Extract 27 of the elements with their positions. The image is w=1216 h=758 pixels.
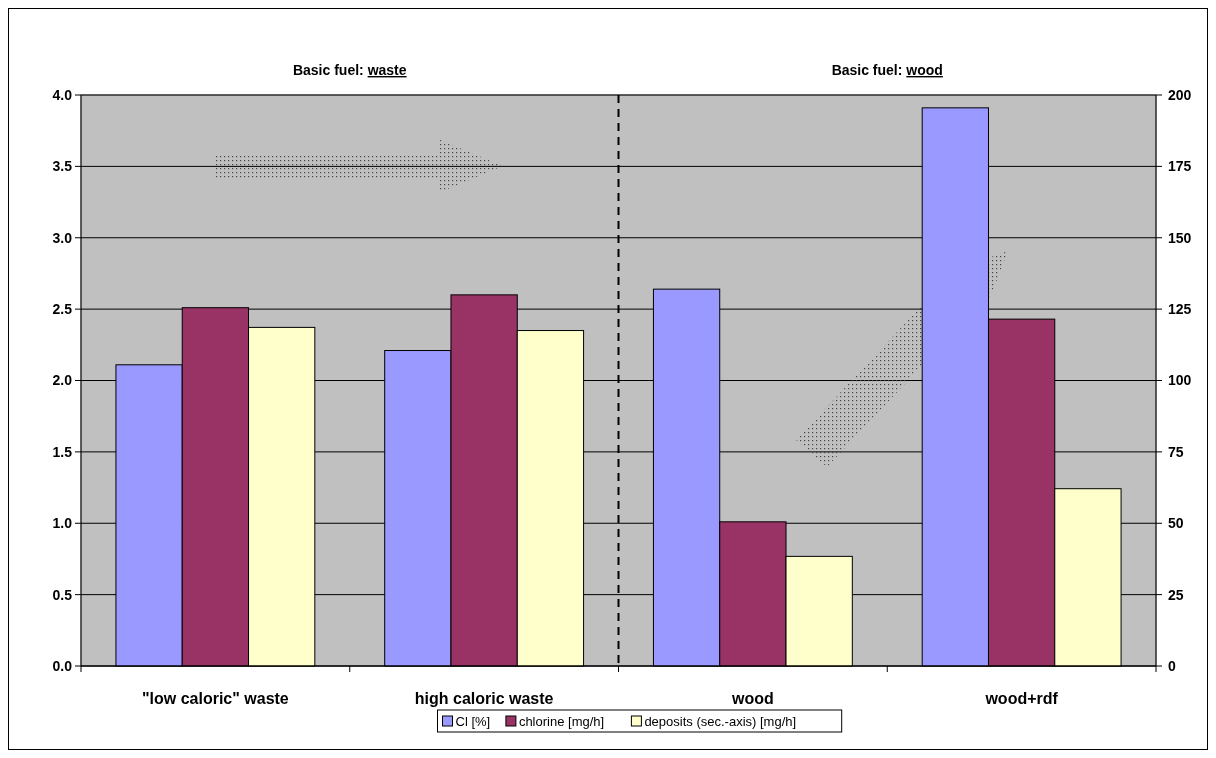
y-tick-label: 1.5 bbox=[52, 443, 73, 460]
y2-tick-label: 0 bbox=[1168, 657, 1176, 674]
y2-tick-label: 200 bbox=[1168, 86, 1192, 103]
text: Basic fuel: wood bbox=[831, 62, 943, 78]
y2-tick-label: 25 bbox=[1168, 586, 1184, 603]
y-tick-label: 1.0 bbox=[52, 515, 73, 532]
y-tick-label: 3.0 bbox=[52, 229, 73, 246]
y2-tick-label: 100 bbox=[1168, 372, 1192, 389]
x-tick-label: "low caloric" waste bbox=[141, 690, 289, 707]
y2-tick-label: 50 bbox=[1168, 515, 1184, 532]
y2-tick-label: 125 bbox=[1168, 301, 1192, 318]
y2-tick-label: 175 bbox=[1168, 158, 1192, 175]
y2-tick-label: 150 bbox=[1168, 229, 1192, 246]
x-tick-label: wood+rdf bbox=[984, 690, 1059, 707]
text: Basic fuel: waste bbox=[292, 62, 407, 78]
y-tick-label: 0.5 bbox=[52, 586, 73, 603]
legend-label: Cl [%] bbox=[455, 714, 491, 729]
y-tick-label: 3.5 bbox=[52, 158, 73, 175]
legend-label: deposits (sec.-axis) [mg/h] bbox=[644, 714, 797, 729]
y-tick-label: 2.5 bbox=[52, 301, 73, 318]
y-tick-label: 0.0 bbox=[52, 657, 73, 674]
x-tick-label: wood bbox=[730, 690, 774, 707]
y2-tick-label: 75 bbox=[1168, 443, 1184, 460]
y-tick-label: 4.0 bbox=[52, 86, 73, 103]
y-tick-label: 2.0 bbox=[52, 372, 73, 389]
x-tick-label: high caloric waste bbox=[414, 690, 554, 707]
legend-label: chlorine [mg/h] bbox=[518, 714, 605, 729]
